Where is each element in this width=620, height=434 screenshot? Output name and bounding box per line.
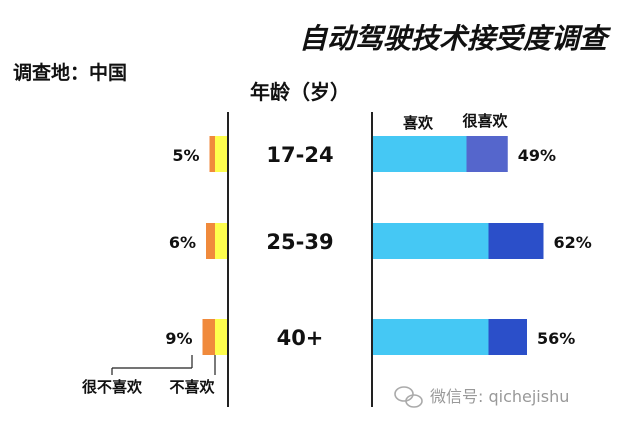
bar-like-2 [373, 319, 489, 355]
right-total-label-1: 62% [554, 233, 592, 252]
legend-like: 喜欢 [403, 114, 434, 132]
legend-strong-dislike: 很不喜欢 [81, 378, 143, 396]
bar-like-much-1 [488, 223, 544, 259]
age-header: 年龄（岁） [250, 80, 350, 104]
right-total-label-2: 56% [537, 329, 575, 348]
left-total-label-0: 5% [172, 146, 199, 165]
bar-like-1 [373, 223, 489, 259]
category-label-1: 25-39 [266, 230, 333, 254]
legend-like-much: 很喜欢 [461, 112, 508, 130]
bar-dislike-0 [209, 136, 215, 172]
legend-dislike: 不喜欢 [169, 378, 215, 396]
bar-neutral-0 [215, 136, 227, 172]
left-total-label-1: 6% [169, 233, 196, 252]
bar-like-much-0 [466, 136, 508, 172]
left-total-label-2: 9% [165, 329, 192, 348]
bar-neutral-2 [215, 319, 227, 355]
location-label: 调查地：中国 [13, 61, 127, 84]
bar-like-0 [373, 136, 467, 172]
category-label-0: 17-24 [266, 143, 333, 167]
bar-dislike-1 [206, 223, 215, 259]
bar-dislike-2 [202, 319, 215, 355]
bar-like-much-2 [488, 319, 527, 355]
chart-title: 自动驾驶技术接受度调查 [299, 22, 612, 55]
bar-neutral-1 [215, 223, 227, 259]
watermark: 微信号: qichejishu [430, 387, 569, 406]
right-total-label-0: 49% [518, 146, 556, 165]
wechat-icon [394, 386, 423, 408]
category-label-2: 40+ [277, 326, 324, 350]
